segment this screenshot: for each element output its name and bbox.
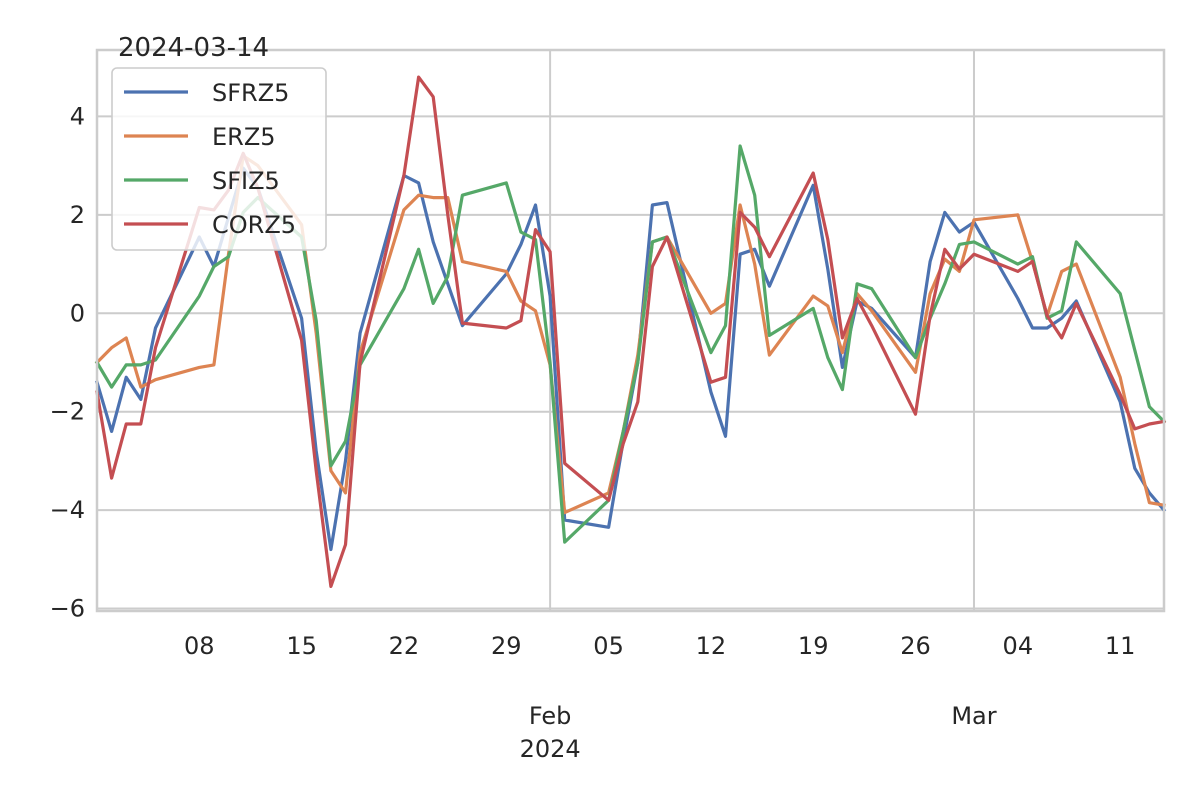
y-tick-label: −2 (50, 398, 85, 426)
y-tick-label: −4 (50, 496, 85, 524)
y-tick-label: 4 (70, 102, 85, 130)
y-tick-label: 2 (70, 201, 85, 229)
x-tick-label: 11 (1105, 632, 1136, 660)
x-tick-label: 05 (593, 632, 624, 660)
legend-label: SFIZ5 (212, 167, 280, 195)
x-tick-label: 15 (286, 632, 317, 660)
legend-label: SFRZ5 (212, 79, 289, 107)
legend-box (111, 67, 327, 251)
x-tick-label: 08 (184, 632, 215, 660)
x-major-tick-label: Mar (951, 702, 996, 730)
x-tick-label: 29 (491, 632, 522, 660)
x-tick-label: 22 (389, 632, 420, 660)
x-axis: 08 15 22 29 05 12 19 26 04 11 Feb 2024 Mar (184, 632, 1135, 763)
x-major-tick-sublabel: 2024 (520, 735, 581, 763)
legend: SFRZ5 ERZ5 SFIZ5 CORZ5 (111, 67, 327, 251)
x-tick-label: 04 (1003, 632, 1034, 660)
x-tick-label: 19 (798, 632, 829, 660)
chart-title: 2024-03-14 (118, 33, 269, 63)
x-major-tick-label: Feb (529, 702, 572, 730)
y-tick-label: 0 (70, 299, 85, 327)
x-tick-label: 12 (696, 632, 727, 660)
x-tick-label: 26 (900, 632, 931, 660)
y-axis: 4 2 0 −2 −4 −6 (50, 102, 85, 622)
legend-label: ERZ5 (212, 123, 276, 151)
y-tick-label: −6 (50, 595, 85, 623)
legend-label: CORZ5 (212, 211, 296, 239)
plot-frame (95, 48, 1166, 613)
